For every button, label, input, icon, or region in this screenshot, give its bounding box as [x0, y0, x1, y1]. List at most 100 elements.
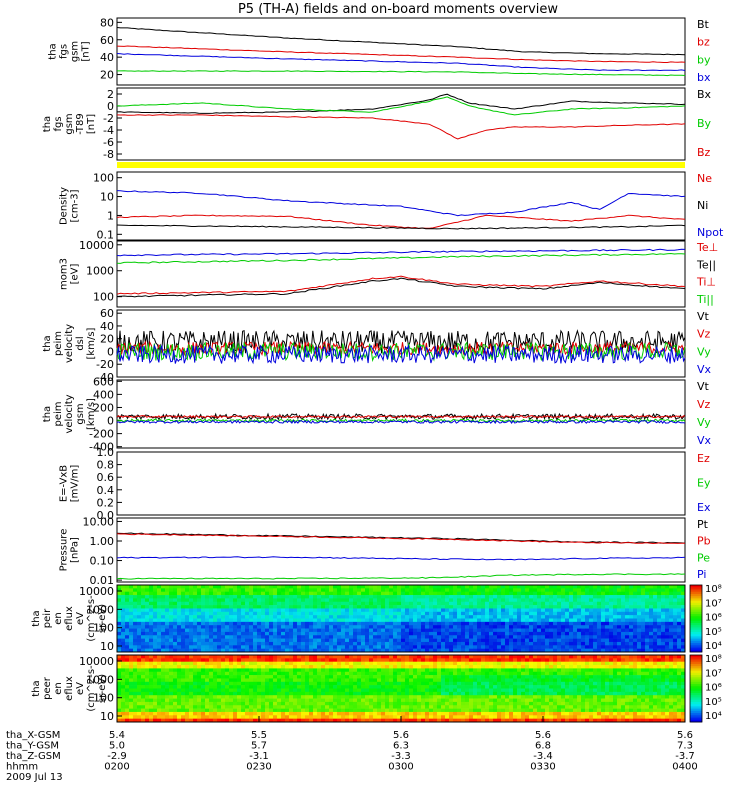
spectrogram-cell	[273, 591, 278, 596]
spectrogram-cell	[381, 635, 386, 639]
spectrogram-cell	[565, 588, 570, 592]
spectrogram-cell	[265, 608, 270, 613]
spectrogram-cell	[349, 668, 354, 673]
spectrogram-cell	[137, 601, 142, 606]
spectrogram-cell	[437, 701, 442, 706]
spectrogram-cell	[597, 635, 602, 639]
spectrogram-cell	[485, 715, 490, 719]
spectrogram-cell	[585, 588, 590, 592]
spectrogram-cell	[401, 601, 406, 606]
spectrogram-cell	[185, 591, 190, 596]
spectrogram-cell	[193, 621, 198, 626]
spectrogram-cell	[497, 608, 502, 613]
spectrogram-cell	[145, 625, 150, 629]
spectrogram-cell	[225, 635, 230, 639]
spectrogram-cell	[421, 658, 426, 662]
spectrogram-cell	[461, 625, 466, 629]
spectrogram-cell	[217, 658, 222, 662]
spectrogram-cell	[153, 638, 158, 643]
spectrogram-cell	[345, 621, 350, 626]
spectrogram-cell	[329, 715, 334, 719]
spectrogram-cell	[217, 701, 222, 706]
spectrogram-cell	[149, 631, 154, 636]
spectrogram-cell	[545, 635, 550, 639]
spectrogram-cell	[345, 668, 350, 673]
spectrogram-cell	[261, 628, 266, 633]
spectrogram-cell	[425, 691, 430, 696]
spectrogram-cell	[597, 601, 602, 606]
spectrogram-cell	[605, 648, 610, 653]
spectrogram-cell	[561, 605, 566, 609]
spectrogram-cell	[533, 631, 538, 636]
spectrogram-cell	[309, 711, 314, 716]
spectrogram-cell	[161, 641, 166, 646]
spectrogram-cell	[333, 708, 338, 713]
spectrogram-cell	[265, 621, 270, 626]
spectrogram-cell	[329, 595, 334, 599]
spectrogram-cell	[393, 625, 398, 629]
spectrogram-cell	[457, 648, 462, 653]
spectrogram-cell	[329, 691, 334, 696]
spectrogram-cell	[501, 668, 506, 673]
spectrogram-cell	[317, 618, 322, 623]
spectrogram-cell	[673, 638, 678, 643]
spectrogram-cell	[677, 635, 682, 639]
spectrogram-cell	[209, 705, 214, 709]
spectrogram-cell	[645, 638, 650, 643]
spectrogram-cell	[445, 698, 450, 703]
spectrogram-cell	[625, 638, 630, 643]
spectrogram-cell	[369, 621, 374, 626]
spectrogram-cell	[473, 641, 478, 646]
spectrogram-cell	[357, 715, 362, 719]
spectrogram-cell	[445, 631, 450, 636]
spectrogram-cell	[313, 695, 318, 699]
spectrogram-cell	[637, 628, 642, 633]
spectrogram-cell	[605, 641, 610, 646]
spectrogram-cell	[313, 675, 318, 679]
y-tick-label: 10000	[79, 585, 114, 598]
spectrogram-cell	[121, 671, 126, 676]
spectrogram-cell	[681, 605, 686, 609]
spectrogram-cell	[121, 678, 126, 683]
spectrogram-cell	[393, 671, 398, 676]
spectrogram-cell	[193, 695, 198, 699]
spectrogram-cell	[609, 628, 614, 633]
spectrogram-cell	[197, 621, 202, 626]
spectrogram-cell	[225, 648, 230, 653]
spectrogram-cell	[393, 685, 398, 689]
spectrogram-cell	[205, 678, 210, 683]
spectrogram-cell	[425, 631, 430, 636]
spectrogram-cell	[125, 675, 130, 679]
spectrogram-cell	[477, 718, 482, 723]
spectrogram-cell	[613, 621, 618, 626]
y-tick-label: 10	[100, 640, 114, 653]
spectrogram-cell	[221, 678, 226, 683]
spectrogram-cell	[229, 638, 234, 643]
spectrogram-cell	[681, 625, 686, 629]
spectrogram-cell	[425, 718, 430, 723]
spectrogram-cell	[309, 591, 314, 596]
spectrogram-cell	[329, 661, 334, 666]
spectrogram-cell	[381, 675, 386, 679]
spectrogram-cell	[573, 588, 578, 592]
spectrogram-cell	[633, 611, 638, 616]
colorbar-cell	[690, 600, 702, 604]
spectrogram-cell	[353, 591, 358, 596]
spectrogram-cell	[485, 698, 490, 703]
spectrogram-cell	[517, 598, 522, 603]
spectrogram-cell	[153, 675, 158, 679]
spectrogram-cell	[393, 705, 398, 709]
spectrogram-cell	[605, 645, 610, 649]
spectrogram-cell	[197, 648, 202, 653]
spectrogram-cell	[337, 631, 342, 636]
spectrogram-cell	[265, 615, 270, 619]
spectrogram-cell	[453, 628, 458, 633]
spectrogram-cell	[653, 628, 658, 633]
spectrogram-cell	[253, 685, 258, 689]
spectrogram-cell	[445, 635, 450, 639]
spectrogram-cell	[141, 585, 146, 589]
spectrogram-cell	[361, 681, 366, 686]
spectrogram-cell	[301, 701, 306, 706]
spectrogram-cell	[513, 585, 518, 589]
spectrogram-cell	[209, 688, 214, 693]
